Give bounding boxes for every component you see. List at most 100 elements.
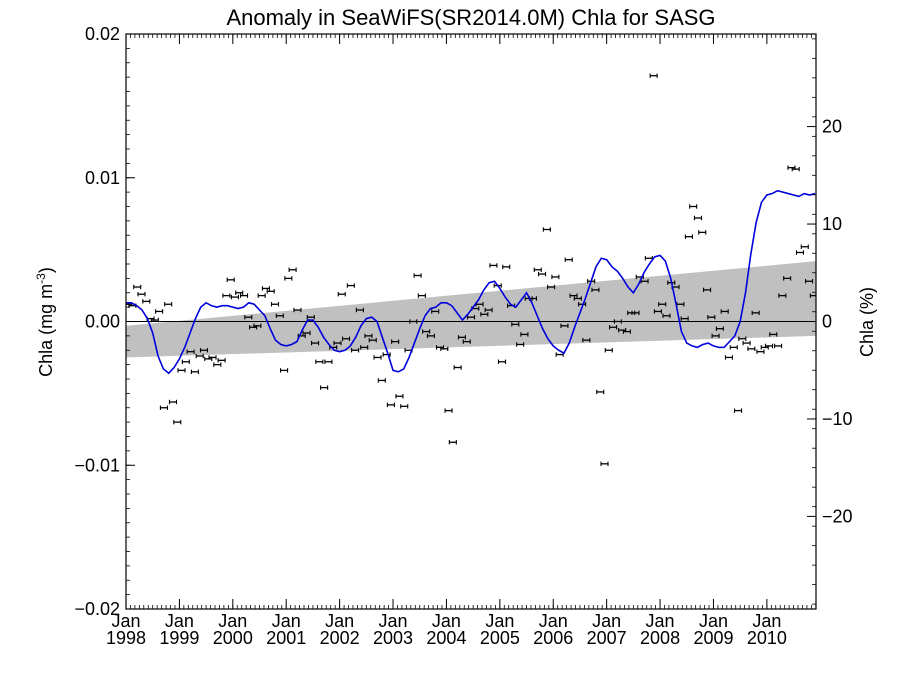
anomaly-point	[150, 317, 159, 323]
anomaly-point	[569, 293, 578, 298]
anomaly-point	[288, 267, 297, 272]
anomaly-point	[195, 353, 204, 359]
anomaly-point	[181, 359, 190, 364]
anomaly-point	[159, 405, 168, 410]
anomaly-point	[533, 267, 542, 272]
anomaly-point	[280, 368, 289, 373]
y2-tick-label: 20	[822, 117, 842, 137]
anomaly-point	[364, 333, 373, 339]
anomaly-point	[360, 345, 369, 350]
y-axis-label-close: )	[36, 267, 56, 273]
anomaly-point	[142, 299, 151, 304]
anomaly-point	[137, 291, 146, 297]
anomaly-point	[742, 340, 751, 346]
anomaly-point	[341, 336, 351, 341]
anomaly-point	[164, 302, 173, 307]
anomaly-point	[795, 250, 805, 255]
x-tick-year: 2008	[640, 628, 680, 648]
anomaly-point	[351, 348, 360, 353]
anomaly-point	[186, 349, 195, 354]
x-tick-month: Jan	[432, 611, 461, 631]
anomaly-point	[774, 343, 783, 349]
anomaly-point	[177, 368, 186, 373]
anomaly-point	[333, 340, 342, 346]
anomaly-point	[266, 289, 275, 294]
anomaly-point	[422, 329, 431, 334]
anomaly-point	[190, 369, 199, 375]
y2-tick-label: −20	[822, 506, 853, 526]
anomaly-point	[199, 348, 209, 353]
anomaly-point	[400, 404, 409, 409]
anomaly-point	[791, 166, 800, 172]
anomaly-point	[155, 309, 164, 314]
anomaly-point	[783, 276, 792, 281]
x-tick-month: Jan	[218, 611, 247, 631]
anomaly-point	[693, 215, 703, 221]
y-axis-label: Chla (mg m-3)	[34, 267, 56, 377]
anomaly-point	[453, 365, 462, 370]
x-tick-month: Jan	[752, 611, 781, 631]
anomaly-point	[386, 402, 395, 408]
anomaly-point	[239, 293, 249, 298]
x-tick-month: Jan	[646, 611, 675, 631]
anomaly-point	[484, 307, 493, 313]
y-tick-label: 0.02	[85, 24, 120, 44]
anomaly-point	[168, 399, 178, 405]
anomaly-point	[270, 302, 280, 307]
x-tick-month: Jan	[272, 611, 301, 631]
anomaly-point	[346, 283, 355, 288]
anomaly-point	[684, 234, 693, 239]
anomaly-point	[431, 309, 440, 314]
anomaly-point	[720, 309, 729, 314]
x-tick-year: 1999	[159, 628, 199, 648]
anomaly-point	[244, 314, 253, 320]
anomaly-point	[320, 385, 329, 390]
chart-title: Anomaly in SeaWiFS(SR2014.0M) Chla for S…	[226, 5, 715, 30]
x-tick-year: 2010	[747, 628, 787, 648]
anomaly-point	[440, 346, 449, 352]
plot-area	[125, 33, 817, 610]
anomaly-point	[689, 204, 698, 209]
anomaly-point	[680, 316, 689, 321]
anomaly-point	[377, 378, 386, 383]
anomaly-point	[293, 307, 302, 313]
anomaly-point	[715, 326, 724, 331]
anomaly-point	[596, 389, 605, 395]
anomaly-point	[542, 227, 551, 232]
anomaly-point	[395, 394, 404, 399]
x-tick-year: 2009	[693, 628, 733, 648]
anomaly-point	[516, 342, 525, 347]
x-tick-year: 1998	[106, 628, 146, 648]
anomaly-point	[497, 359, 507, 364]
anomaly-point	[724, 355, 733, 360]
anomaly-point	[649, 73, 658, 78]
anomaly-point	[560, 323, 569, 329]
anomaly-point	[257, 293, 266, 298]
anomaly-point	[337, 291, 346, 297]
y-tick-label: −0.02	[74, 599, 120, 619]
x-tick-year: 2001	[266, 628, 306, 648]
anomaly-point	[444, 408, 453, 413]
anomaly-point	[173, 419, 182, 425]
anomaly-point	[658, 302, 667, 307]
anomaly-point	[261, 286, 270, 291]
anomaly-point	[751, 310, 760, 316]
anomaly-point	[275, 313, 284, 318]
anomaly-point	[520, 332, 529, 337]
anomaly-point	[413, 273, 422, 278]
anomaly-point	[756, 349, 765, 354]
anomaly-point	[302, 330, 311, 336]
anomaly-point	[631, 310, 640, 316]
y2-tick-label: −10	[822, 409, 853, 429]
anomaly-point	[809, 293, 816, 298]
anomaly-point	[547, 284, 556, 290]
x-tick-year: 2003	[373, 628, 413, 648]
anomaly-point	[409, 319, 418, 324]
anomaly-point	[315, 359, 324, 364]
anomaly-point	[417, 293, 426, 298]
anomaly-point	[573, 296, 582, 301]
anomaly-point	[604, 348, 613, 353]
anomaly-point	[426, 333, 435, 339]
anomaly-point	[480, 312, 489, 317]
